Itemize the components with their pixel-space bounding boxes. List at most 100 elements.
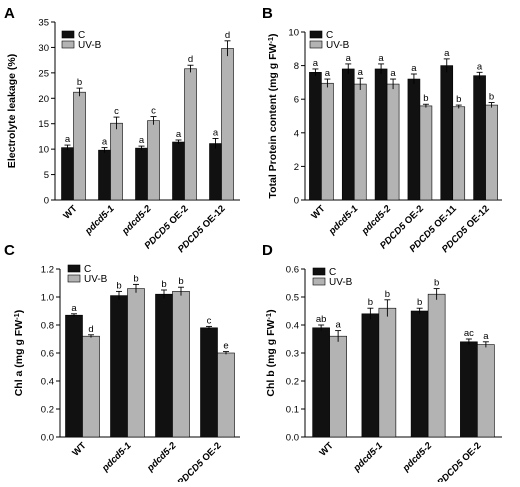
panel-d-legend-swatch-c xyxy=(312,267,326,276)
panel-b-sig-label: a xyxy=(346,53,352,64)
panel-b-ytick-label: 2 xyxy=(294,162,299,173)
panel-c-sig-label: d xyxy=(88,324,93,335)
panel-a-bar-uvb xyxy=(221,48,234,201)
panel-d-legend-label-uvb: UV-B xyxy=(329,277,353,288)
panel-d-sig-label: b xyxy=(385,289,390,300)
panel-b-category-label: WT xyxy=(309,203,327,221)
panel-b-bar-uvb xyxy=(386,83,400,201)
panel-c-category-label: pdcd5-2 xyxy=(144,440,179,475)
panel-a-sig-label: a xyxy=(176,129,182,140)
panel-c-legend-swatch-uvb xyxy=(67,274,81,283)
panel-c-bar-uvb xyxy=(172,291,190,438)
panel-a-sig-label: a xyxy=(65,134,71,145)
panel-d-ytick-label: 0.3 xyxy=(286,349,299,360)
panel-d-ytick-label: 0.6 xyxy=(286,265,299,276)
panel-a-bar-uvb xyxy=(184,68,197,201)
panel-b-bar-uvb xyxy=(321,82,334,201)
panel-d-sig-label: ab xyxy=(316,314,327,325)
panel-b-bar-c xyxy=(440,65,454,201)
panel-b: B 0 2 4 6 8 10 Total Protein content (mg g FW-1… xyxy=(262,5,502,255)
panel-b-ylabel: Total Protein content (mg g FW-1) xyxy=(266,33,279,198)
panel-b-sig-label: a xyxy=(358,67,364,78)
panel-b-letter: B xyxy=(262,5,273,22)
panel-c-legend-label-c: C xyxy=(84,264,91,275)
panel-a-bar-uvb xyxy=(110,122,123,201)
panel-a: A 0 5 10 15 20 25 30 35 Electrolyte leakage (%) a b… xyxy=(4,5,240,255)
panel-d-category-label: pdcd5-1 xyxy=(351,440,385,474)
panel-a-sig-label: b xyxy=(77,77,82,88)
panel-c-category-label: WT xyxy=(70,440,88,458)
panel-c-legend-label-uvb: UV-B xyxy=(84,274,108,285)
panel-d-bar-uvb xyxy=(477,344,495,438)
panel-b-bar-uvb xyxy=(353,83,367,201)
panel-c-ytick-label: 0.2 xyxy=(41,405,54,416)
panel-a-bar-c xyxy=(98,149,111,201)
panel-c-bar-c xyxy=(65,314,83,438)
panel-c-sig-label: e xyxy=(223,341,228,352)
panel-c-bar-uvb xyxy=(217,352,235,438)
panel-c-sig-label: b xyxy=(161,279,166,290)
panel-b-bar-c xyxy=(473,75,486,201)
panel-d-sig-label: a xyxy=(483,331,489,342)
panel-b-sig-label: b xyxy=(423,93,428,104)
panel-d-sig-label: b xyxy=(417,297,422,308)
panel-a-ytick-label: 15 xyxy=(38,119,49,130)
panel-c-ylabel: Chl a (mg g FW-1) xyxy=(12,310,25,397)
panel-d-letter: D xyxy=(262,242,273,259)
panel-b-bar-uvb xyxy=(452,106,466,201)
panel-b-sig-label: a xyxy=(378,53,384,64)
panel-b-bar-c xyxy=(309,72,322,201)
panel-c-letter: C xyxy=(4,242,15,259)
panel-a-ytick-label: 0 xyxy=(44,196,49,207)
panel-d-legend-swatch-uvb xyxy=(312,277,326,286)
panel-b-legend-label-uvb: UV-B xyxy=(326,40,350,51)
panel-a-ylabel: Electrolyte leakage (%) xyxy=(6,54,18,168)
panel-d-sig-label: ac xyxy=(464,328,474,339)
panel-d-bar-uvb xyxy=(329,335,347,438)
panel-d-bar-uvb xyxy=(378,307,397,438)
panel-b-bar-uvb xyxy=(419,105,433,201)
panel-a-sig-label: a xyxy=(139,135,145,146)
panel-b-ytick-label: 6 xyxy=(294,95,299,106)
panel-b-legend-swatch-c xyxy=(309,30,323,39)
panel-b-sig-label: b xyxy=(456,94,461,105)
panel-c-bar-c xyxy=(155,293,173,438)
panel-b-sig-label: a xyxy=(325,68,331,79)
panel-d-ytick-label: 0.0 xyxy=(286,433,299,444)
panel-a-category-label: pdcd5-2 xyxy=(119,203,154,238)
panel-a-legend-swatch-c xyxy=(61,30,75,39)
panel-b-legend-swatch-uvb xyxy=(309,40,323,49)
panel-a-bar-uvb xyxy=(73,91,86,201)
panel-a-sig-label: c xyxy=(114,106,119,117)
panel-c-legend-swatch-c xyxy=(67,264,81,273)
panel-b-sig-label: a xyxy=(477,61,483,72)
panel-a-category-label: WT xyxy=(61,203,79,221)
panel-b-sig-label: a xyxy=(313,58,319,69)
panel-c-bar-c xyxy=(110,295,128,438)
panel-d-ytick-label: 0.5 xyxy=(286,293,299,304)
panel-d-sig-label: b xyxy=(434,278,439,289)
panel-a-bar-c xyxy=(209,143,222,201)
panel-d-bar-uvb xyxy=(427,293,446,438)
panel-a-ytick-label: 30 xyxy=(38,43,49,54)
panel-d-ytick-label: 0.1 xyxy=(286,405,299,416)
panel-a-letter: A xyxy=(4,5,15,22)
panel-d-sig-label: b xyxy=(368,297,373,308)
panel-b-ytick-label: 10 xyxy=(288,28,299,39)
panel-d-sig-label: a xyxy=(335,320,341,331)
panel-c-sig-label: a xyxy=(71,303,77,314)
panel-c-sig-label: b xyxy=(133,273,138,284)
panel-d-legend-label-c: C xyxy=(329,267,336,278)
panel-a-bar-uvb xyxy=(147,120,160,201)
panel-a-legend-label-c: C xyxy=(78,30,85,41)
panel-a-legend-label-uvb: UV-B xyxy=(78,40,102,51)
panel-d-bar-c xyxy=(361,313,380,438)
panel-a-ytick-label: 20 xyxy=(38,94,49,105)
panel-c-ytick-label: 1.0 xyxy=(41,293,54,304)
panel-b-legend-label-c: C xyxy=(326,30,333,41)
panel-c-sig-label: b xyxy=(116,280,121,291)
panel-a-ytick-label: 5 xyxy=(44,170,49,181)
panel-d-category-label: pdcd5-2 xyxy=(400,440,435,475)
panel-a-category-label: pdcd5-1 xyxy=(82,203,116,237)
